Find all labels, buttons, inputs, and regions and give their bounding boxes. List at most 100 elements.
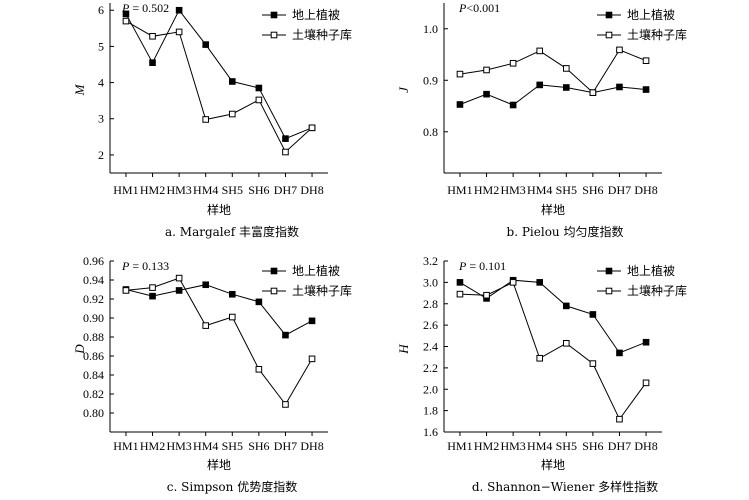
data-point <box>616 415 623 423</box>
x-tick-label: HM3 <box>500 439 525 453</box>
x-tick-label: HM3 <box>166 183 191 197</box>
data-point <box>536 47 544 55</box>
x-tick-label: HM3 <box>500 183 525 197</box>
data-point <box>255 84 263 92</box>
data-point <box>589 89 597 96</box>
legend-entry: 土壤种子库 <box>262 283 352 298</box>
series-line <box>459 279 647 354</box>
legend-marker <box>270 11 278 19</box>
x-tick-label: HM2 <box>140 439 165 453</box>
data-point <box>456 290 464 298</box>
series-1 <box>456 46 650 96</box>
data-point <box>456 279 464 286</box>
x-tick-label: HM2 <box>474 439 499 453</box>
x-tick-label: HM2 <box>140 183 165 197</box>
legend-label: 地上植被 <box>627 7 675 22</box>
x-tick-label: DH8 <box>634 439 657 453</box>
data-point <box>308 124 316 132</box>
x-tick-label: SH6 <box>582 183 603 197</box>
y-tick-label: 3.0 <box>423 275 438 289</box>
y-tick-label: 2.0 <box>423 382 438 396</box>
data-point <box>536 354 544 362</box>
y-tick-label: 0.9 <box>423 73 438 87</box>
legend-entry: 地上植被 <box>597 263 675 278</box>
data-point <box>589 311 597 318</box>
data-point <box>282 135 289 142</box>
data-point <box>175 274 183 282</box>
legend-marker <box>270 31 278 39</box>
data-point <box>509 279 517 286</box>
x-tick-label: SH6 <box>248 183 269 197</box>
chart-caption: d. Shannon−Wiener 多样性指数 <box>472 479 658 494</box>
y-tick-label: 0.86 <box>83 349 104 363</box>
x-axis-title: 样地 <box>207 202 231 217</box>
data-point <box>255 298 263 306</box>
y-tick-label: 2 <box>98 148 104 162</box>
x-tick-label: HM4 <box>527 183 552 197</box>
legend-marker <box>605 287 613 295</box>
y-tick-label: 0.82 <box>83 387 104 401</box>
data-point <box>202 281 210 289</box>
legend-label: 土壤种子库 <box>627 27 687 42</box>
p-value-annotation: P = 0.133 <box>121 259 169 273</box>
p-value-annotation: P<0.001 <box>458 1 500 15</box>
legend-entry: 土壤种子库 <box>597 27 687 42</box>
x-tick-label: HM2 <box>474 183 499 197</box>
x-tick-label: DH8 <box>300 439 323 453</box>
data-point <box>483 90 490 98</box>
legend-marker <box>605 267 613 275</box>
y-tick-label: 6 <box>98 3 104 17</box>
series-line <box>125 277 313 406</box>
x-tick-label: SH6 <box>248 439 269 453</box>
legend-label: 地上植被 <box>627 263 675 278</box>
y-tick-label: 0.90 <box>83 311 104 325</box>
y-tick-label: 1.6 <box>423 425 438 439</box>
y-tick-label: 4 <box>98 76 104 90</box>
y-tick-label: 0.96 <box>83 254 104 268</box>
data-point <box>642 86 650 93</box>
data-point <box>308 317 316 325</box>
data-point <box>562 302 570 310</box>
data-point <box>175 287 183 294</box>
data-point <box>536 279 544 286</box>
series-line <box>125 284 313 336</box>
series-line <box>125 20 313 153</box>
x-tick-label: DH8 <box>300 183 323 197</box>
x-tick-label: HM1 <box>113 439 138 453</box>
data-point <box>642 379 650 387</box>
data-point <box>228 78 236 85</box>
y-tick-label: 3.2 <box>423 254 438 268</box>
y-tick-label: 2.2 <box>423 361 438 375</box>
x-tick-label: SH5 <box>556 183 577 197</box>
legend-entry: 土壤种子库 <box>262 27 352 42</box>
p-value-annotation: P = 0.101 <box>458 259 506 273</box>
chart-panel-0: 2 3 4 5 6 HM1 HM2 HM3 HM4 SH5 SH6 DH7 DH8 样地 Ma. Marga… <box>72 1 352 239</box>
legend-marker <box>270 267 278 275</box>
series-line <box>459 49 647 94</box>
y-tick-label: 1.8 <box>423 404 438 418</box>
y-axis-title: D <box>72 344 87 355</box>
data-point <box>642 338 650 346</box>
data-point <box>228 290 236 298</box>
x-tick-label: SH5 <box>556 439 577 453</box>
legend-entry: 地上植被 <box>262 7 340 22</box>
y-tick-label: 3 <box>98 112 104 126</box>
data-point <box>509 59 517 67</box>
data-point <box>149 292 156 300</box>
p-value: = 0.502 <box>129 1 169 15</box>
x-axis-title: 样地 <box>541 457 565 472</box>
data-point <box>616 46 623 54</box>
data-point <box>149 32 156 40</box>
x-tick-label: SH6 <box>582 439 603 453</box>
y-tick-label: 2.8 <box>423 297 438 311</box>
data-point <box>616 349 623 357</box>
series-line <box>459 281 647 421</box>
data-point <box>255 366 263 373</box>
data-point <box>483 66 490 74</box>
legend-entry: 地上植被 <box>597 7 675 22</box>
data-point <box>228 110 236 118</box>
series-line <box>125 9 313 140</box>
x-tick-label: HM4 <box>193 439 218 453</box>
